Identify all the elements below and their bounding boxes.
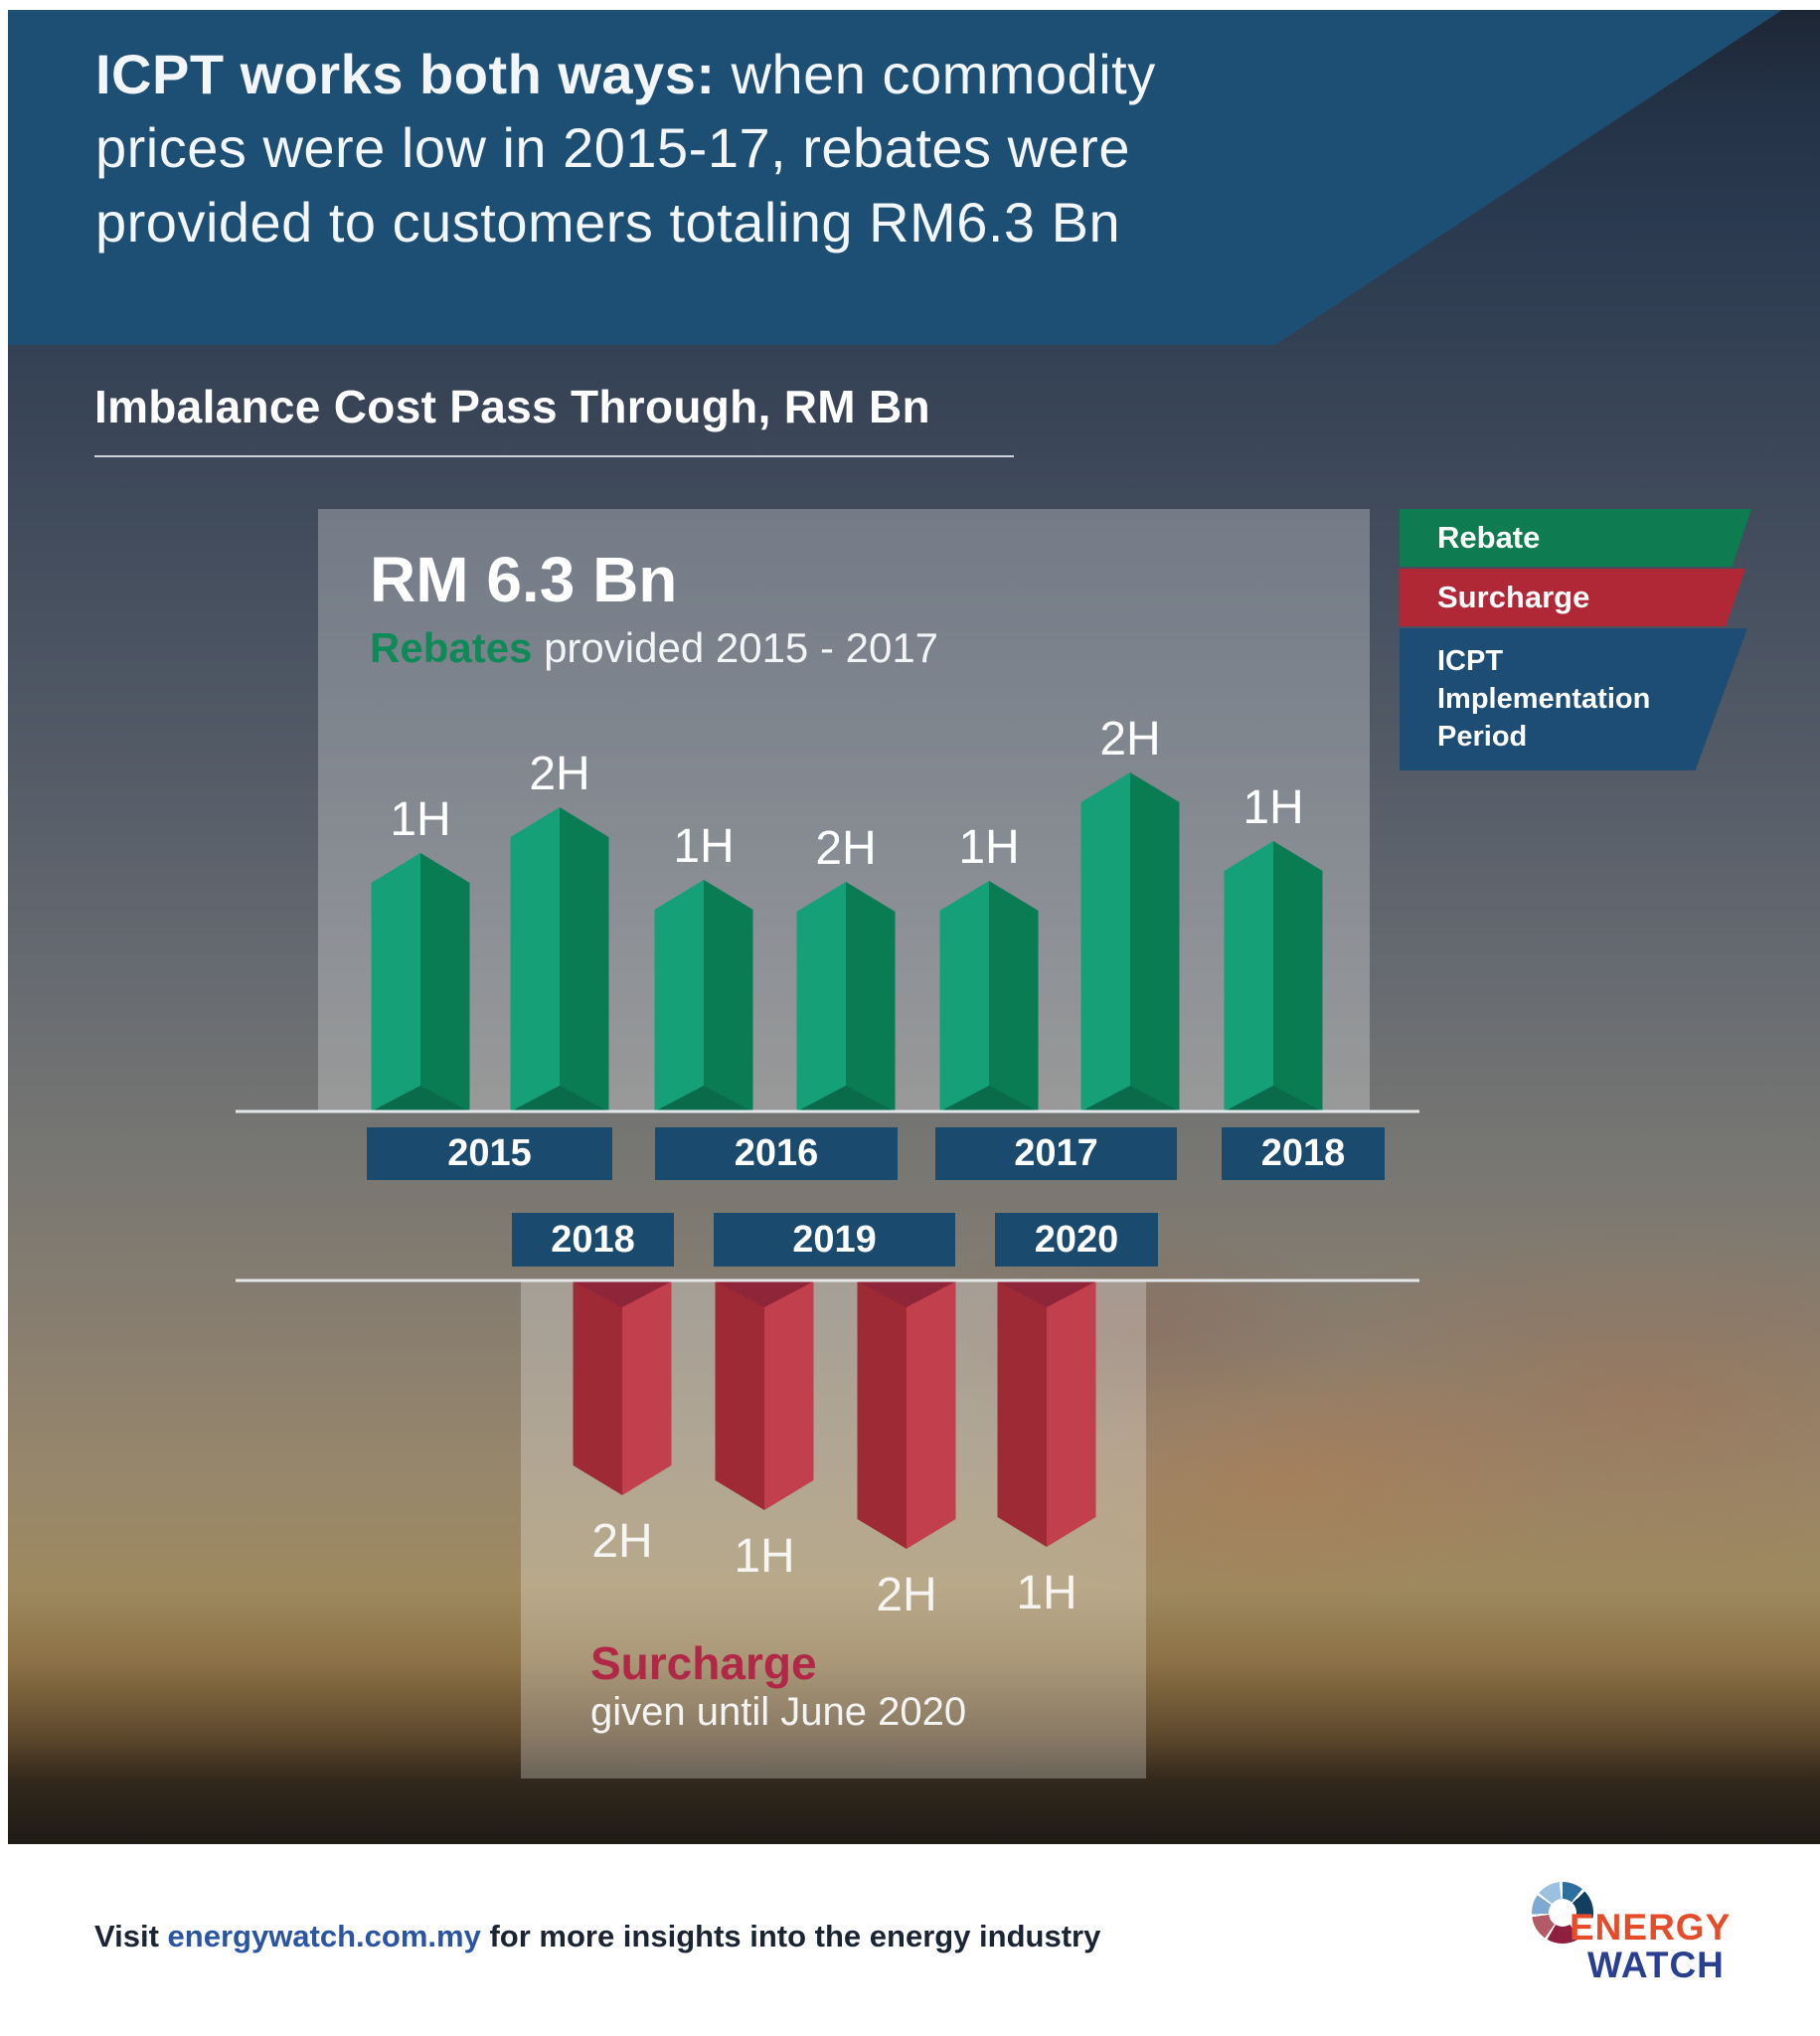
logo-energy-text: ENERGY: [1570, 1907, 1732, 1948]
rebate-total-amount: RM 6.3 Bn: [370, 544, 678, 615]
title-line-2: prices were low in 2015-17, rebates were: [95, 116, 1130, 180]
year-box-2018: 2018: [1222, 1127, 1385, 1180]
footer: Visit energywatch.com.my for more insigh…: [0, 1844, 1820, 2036]
chart-heading: Imbalance Cost Pass Through, RM Bn: [94, 381, 930, 432]
energy-watch-logo-icon: [1532, 1882, 1593, 1944]
legend-item-surcharge: Surcharge: [1400, 569, 1745, 626]
legend-label: Rebate: [1437, 520, 1541, 555]
rebate-callout-subtitle: Rebates provided 2015 - 2017: [370, 624, 938, 672]
footer-suffix: for more insights into the energy indust…: [480, 1919, 1101, 1953]
rebate-highlight: Rebates: [370, 624, 533, 671]
logo-watch-text: WATCH: [1587, 1945, 1725, 1985]
title-banner: ICPT works both ways: when commodity pri…: [8, 10, 1782, 345]
page-title: ICPT works both ways: when commodity pri…: [95, 38, 1156, 259]
legend-label: ICPT Implementation Period: [1437, 645, 1651, 753]
year-box-2020: 2020: [995, 1213, 1158, 1267]
title-bold: ICPT works both ways:: [95, 43, 716, 105]
title-line-1: ICPT works both ways: when commodity: [95, 38, 1156, 111]
legend-item-icpt-implementation-period: ICPT Implementation Period: [1400, 628, 1747, 770]
year-box-2018: 2018: [512, 1213, 674, 1267]
year-box-2019: 2019: [714, 1213, 955, 1267]
heading-underline: [94, 455, 1014, 457]
surcharge-callout-title: Surcharge: [590, 1637, 817, 1689]
legend-item-rebate: Rebate: [1400, 509, 1751, 567]
surcharge-callout-subtitle: given until June 2020: [590, 1690, 967, 1734]
title-line-3: provided to customers totaling RM6.3 Bn: [95, 190, 1121, 254]
footer-link[interactable]: energywatch.com.my: [167, 1919, 481, 1953]
energy-watch-logo: ENERGY WATCH: [1526, 1877, 1735, 2006]
footer-prefix: Visit: [94, 1919, 168, 1953]
year-box-2017: 2017: [935, 1127, 1177, 1180]
rebate-rest: provided 2015 - 2017: [532, 624, 939, 671]
title-rest-1: when commodity: [715, 43, 1156, 105]
legend-label: Surcharge: [1437, 580, 1590, 614]
year-box-2016: 2016: [655, 1127, 898, 1180]
year-box-2015: 2015: [367, 1127, 612, 1180]
footer-text: Visit energywatch.com.my for more insigh…: [94, 1919, 1100, 1954]
